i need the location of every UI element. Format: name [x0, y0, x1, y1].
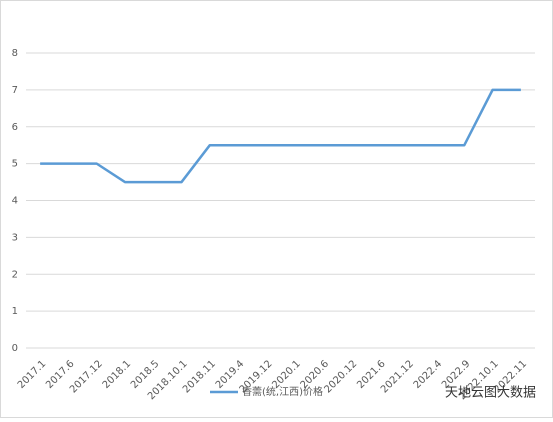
y-tick-label: 5: [12, 159, 18, 170]
y-tick-label: 2: [12, 269, 18, 280]
y-tick-label: 4: [12, 196, 18, 207]
y-tick-label: 1: [12, 306, 18, 317]
y-tick-label: 8: [12, 48, 18, 59]
y-tick-label: 7: [12, 85, 18, 96]
legend-label: 香薷(统,江西)价格: [242, 385, 323, 398]
watermark: 天地云图大数据: [445, 386, 536, 401]
y-tick-label: 3: [12, 232, 18, 243]
y-tick-label: 0: [12, 343, 18, 354]
data-line: [40, 88, 521, 184]
y-tick-label: 6: [12, 122, 18, 133]
